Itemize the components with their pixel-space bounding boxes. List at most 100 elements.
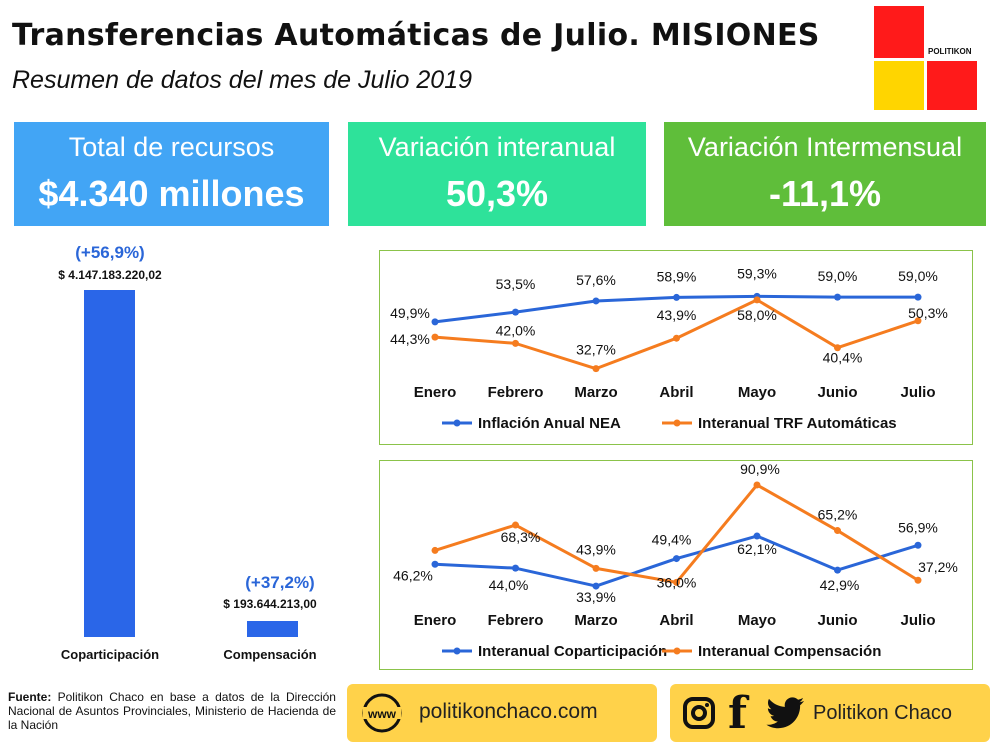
series-point-0 <box>592 297 600 305</box>
page-title: Transferencias Automáticas de Julio. MIS… <box>12 18 820 53</box>
series-point-0 <box>592 582 600 590</box>
data-label: 59,0% <box>818 268 858 284</box>
series-point-1 <box>673 334 680 342</box>
facebook-icon[interactable]: f <box>728 688 747 739</box>
series-point-0 <box>431 318 439 326</box>
series-point-1 <box>592 564 600 572</box>
series-point-0 <box>673 293 680 301</box>
data-label: 59,0% <box>898 268 938 284</box>
footer-social-box: f Politikon Chaco <box>670 684 990 742</box>
data-label: 68,3% <box>501 529 541 545</box>
source-note: Fuente: Politikon Chaco en base a datos … <box>8 690 336 732</box>
bar-label-compensacion: Compensación <box>223 647 317 662</box>
data-label: 49,9% <box>390 305 430 321</box>
data-label: 37,2% <box>918 559 958 575</box>
social-handle[interactable]: Politikon Chaco <box>813 702 952 724</box>
category-label: Abril <box>659 612 693 629</box>
source-label: Fuente: <box>8 690 52 704</box>
globe-icon: www <box>362 693 402 733</box>
series-point-0 <box>512 564 519 572</box>
data-label: 56,9% <box>898 519 938 535</box>
series-point-1 <box>431 546 439 554</box>
data-label: 46,2% <box>393 567 433 583</box>
legend-marker <box>673 419 681 427</box>
data-label: 43,9% <box>657 307 697 323</box>
kpi-value: $4.340 millones <box>38 173 305 214</box>
data-label: 44,0% <box>489 577 529 593</box>
legend-label: Inflación Anual NEA <box>478 415 621 432</box>
series-point-0 <box>914 293 922 301</box>
legend-label: Interanual Compensación <box>698 643 881 660</box>
data-label: 65,2% <box>818 507 858 523</box>
line-chart-panel-top: 49,9% 53,5% 57,6% 58,9% 59,3% 59,0% 59,0% 44,3%… <box>379 250 973 445</box>
category-label: Junio <box>818 384 858 401</box>
footer-website-box: www politikonchaco.com <box>347 684 657 742</box>
category-label: Julio <box>900 612 935 629</box>
series-point-0 <box>914 541 922 549</box>
category-label: Marzo <box>574 384 617 401</box>
line-chart-panel-bottom: 46,2% 44,0% 33,9% 49,4% 62,1% 42,9% 56,9% 68,3%… <box>379 460 973 670</box>
data-label: 59,3% <box>737 265 777 281</box>
legend-marker <box>673 647 681 655</box>
data-label: 58,0% <box>737 307 777 323</box>
data-label: 42,0% <box>496 322 536 338</box>
page-subtitle: Resumen de datos del mes de Julio 2019 <box>12 66 473 94</box>
category-label: Marzo <box>574 612 617 629</box>
category-label: Junio <box>818 612 858 629</box>
series-point-0 <box>753 532 761 540</box>
logo-red-square-top-left <box>874 6 924 58</box>
twitter-icon[interactable] <box>766 696 806 730</box>
category-label: Enero <box>414 612 457 629</box>
series-point-0 <box>834 566 841 574</box>
series-point-0 <box>673 555 680 563</box>
category-label: Julio <box>900 384 935 401</box>
line-chart-inflacion-trf: 49,9% 53,5% 57,6% 58,9% 59,3% 59,0% 59,0% 44,3%… <box>390 265 948 432</box>
category-label: Febrero <box>488 384 544 401</box>
kpi-variacion-intermensual: Variación Intermensual -11,1% <box>664 122 986 226</box>
series-point-1 <box>834 527 841 535</box>
data-label: 58,9% <box>657 268 697 284</box>
kpi-total-recursos: Total de recursos $4.340 millones <box>14 122 329 226</box>
legend-label: Interanual TRF Automáticas <box>698 415 897 432</box>
bar-compensacion <box>247 620 298 637</box>
logo-red-square-bottom-right <box>927 61 977 110</box>
series-point-1 <box>753 481 761 489</box>
series-point-1 <box>834 344 841 352</box>
bar-coparticipacion <box>84 290 135 637</box>
series-point-1 <box>914 317 922 325</box>
data-label: 57,6% <box>576 272 616 288</box>
instagram-icon[interactable] <box>682 696 716 730</box>
bar-pct-compensacion: (+37,2%) <box>245 573 315 592</box>
legend-marker <box>453 647 461 655</box>
series-point-1 <box>431 333 439 341</box>
legend-label: Interanual Coparticipación <box>478 643 667 660</box>
category-label: Febrero <box>488 612 544 629</box>
bar-amount-coparticipacion: $ 4.147.183.220,02 <box>58 268 162 282</box>
data-label: 62,1% <box>737 541 777 557</box>
website-link[interactable]: politikonchaco.com <box>419 700 598 723</box>
bar-pct-coparticipacion: (+56,9%) <box>75 243 145 262</box>
source-text: Politikon Chaco en base a datos de la Di… <box>8 690 336 732</box>
category-label: Mayo <box>738 612 776 629</box>
series-point-0 <box>512 308 519 316</box>
data-label: 50,3% <box>908 305 948 321</box>
series-point-0 <box>834 293 841 301</box>
bar-label-coparticipacion: Coparticipación <box>60 647 160 662</box>
www-text: www <box>367 707 397 721</box>
series-point-1 <box>914 576 922 584</box>
series-point-1 <box>512 521 519 529</box>
kpi-label: Variación interanual <box>378 132 616 162</box>
data-label: 90,9% <box>740 461 780 477</box>
series-point-1 <box>592 365 600 373</box>
series-point-1 <box>512 339 519 347</box>
category-label: Enero <box>414 384 457 401</box>
legend-marker <box>453 419 461 427</box>
data-label: 33,9% <box>576 589 616 605</box>
line-chart-coparticipacion-compensacion: 46,2% 44,0% 33,9% 49,4% 62,1% 42,9% 56,9% 68,3%… <box>393 461 958 660</box>
data-label: 49,4% <box>652 532 692 548</box>
data-label: 36,0% <box>657 574 697 590</box>
kpi-label: Total de recursos <box>68 132 275 162</box>
logo-text: POLITIKON <box>928 47 972 56</box>
data-label: 42,9% <box>820 577 860 593</box>
data-label: 53,5% <box>496 276 536 292</box>
